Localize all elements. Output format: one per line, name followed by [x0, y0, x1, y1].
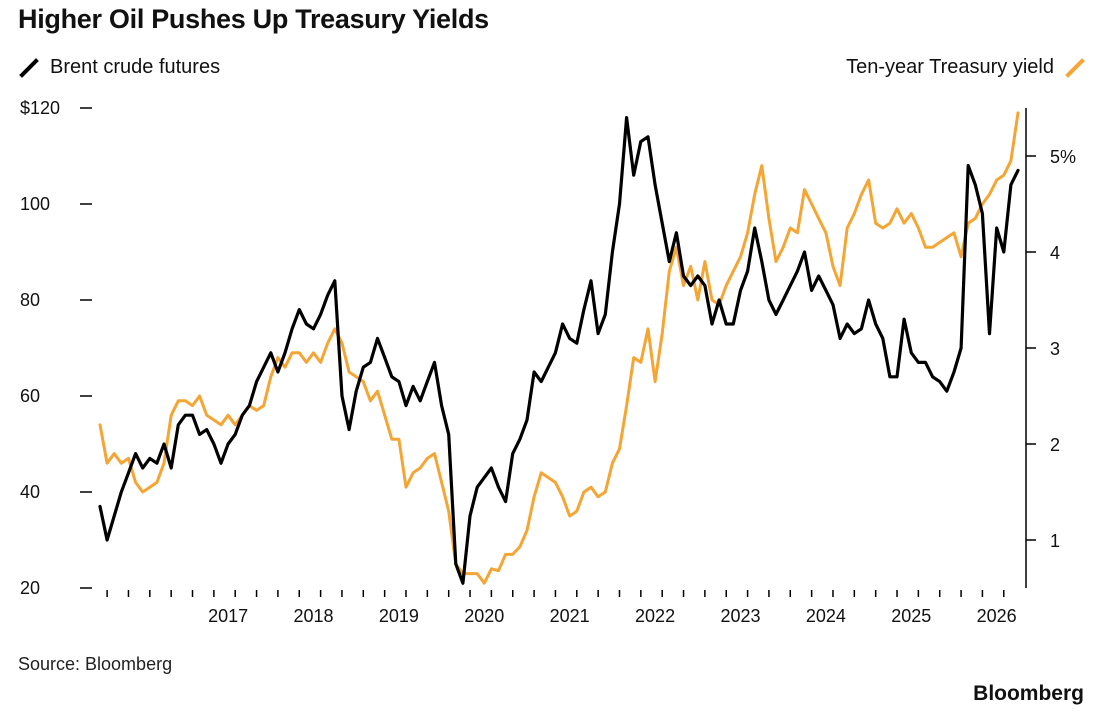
y-left-tick-label: 40 — [20, 482, 40, 502]
source-note: Source: Bloomberg — [18, 654, 173, 674]
y-right-tick-label: 4 — [1050, 243, 1060, 263]
x-tick-label: 2019 — [379, 606, 419, 626]
y-right-tick-label: 3 — [1050, 339, 1060, 359]
legend-treasury: Ten-year Treasury yield — [846, 56, 1086, 79]
x-tick-label: 2026 — [977, 606, 1017, 626]
series-line-treasury — [98, 111, 1020, 585]
x-tick-label: 2018 — [293, 606, 333, 626]
y-left-tick-label: $120 — [20, 98, 60, 118]
y-left-tick-label: 100 — [20, 194, 50, 214]
x-tick-label: 2021 — [550, 606, 590, 626]
y-right-tick-label: 2 — [1050, 435, 1060, 455]
series-line-brent — [98, 116, 1020, 585]
chart-lines — [98, 111, 1020, 585]
brand-logo: Bloomberg — [973, 682, 1084, 705]
x-tick-label: 2017 — [208, 606, 248, 626]
x-tick-label: 2023 — [720, 606, 760, 626]
x-tick-label: 2025 — [891, 606, 931, 626]
y-left-tick-label: 20 — [20, 578, 40, 598]
y-right-tick-label: 1 — [1050, 531, 1060, 551]
x-tick-label: 2022 — [635, 606, 675, 626]
legend-swatch-treasury-icon — [1064, 57, 1086, 79]
x-tick-label: 2020 — [464, 606, 504, 626]
legend-label-brent: Brent crude futures — [50, 56, 221, 78]
y-right-tick-label: 5% — [1050, 147, 1076, 167]
x-tick-label: 2024 — [806, 606, 846, 626]
chart-axes: $120 100 80 60 40 20 5% 4 3 2 1 2017 2018 2019 2020 202… — [20, 98, 1076, 626]
legend-label-treasury: Ten-year Treasury yield — [846, 56, 1054, 78]
legend-brent: Brent crude futures — [18, 56, 220, 79]
y-left-tick-label: 60 — [20, 386, 40, 406]
legend-swatch-brent-icon — [18, 57, 40, 79]
chart-title: Higher Oil Pushes Up Treasury Yields — [18, 4, 489, 34]
y-left-tick-label: 80 — [20, 290, 40, 310]
